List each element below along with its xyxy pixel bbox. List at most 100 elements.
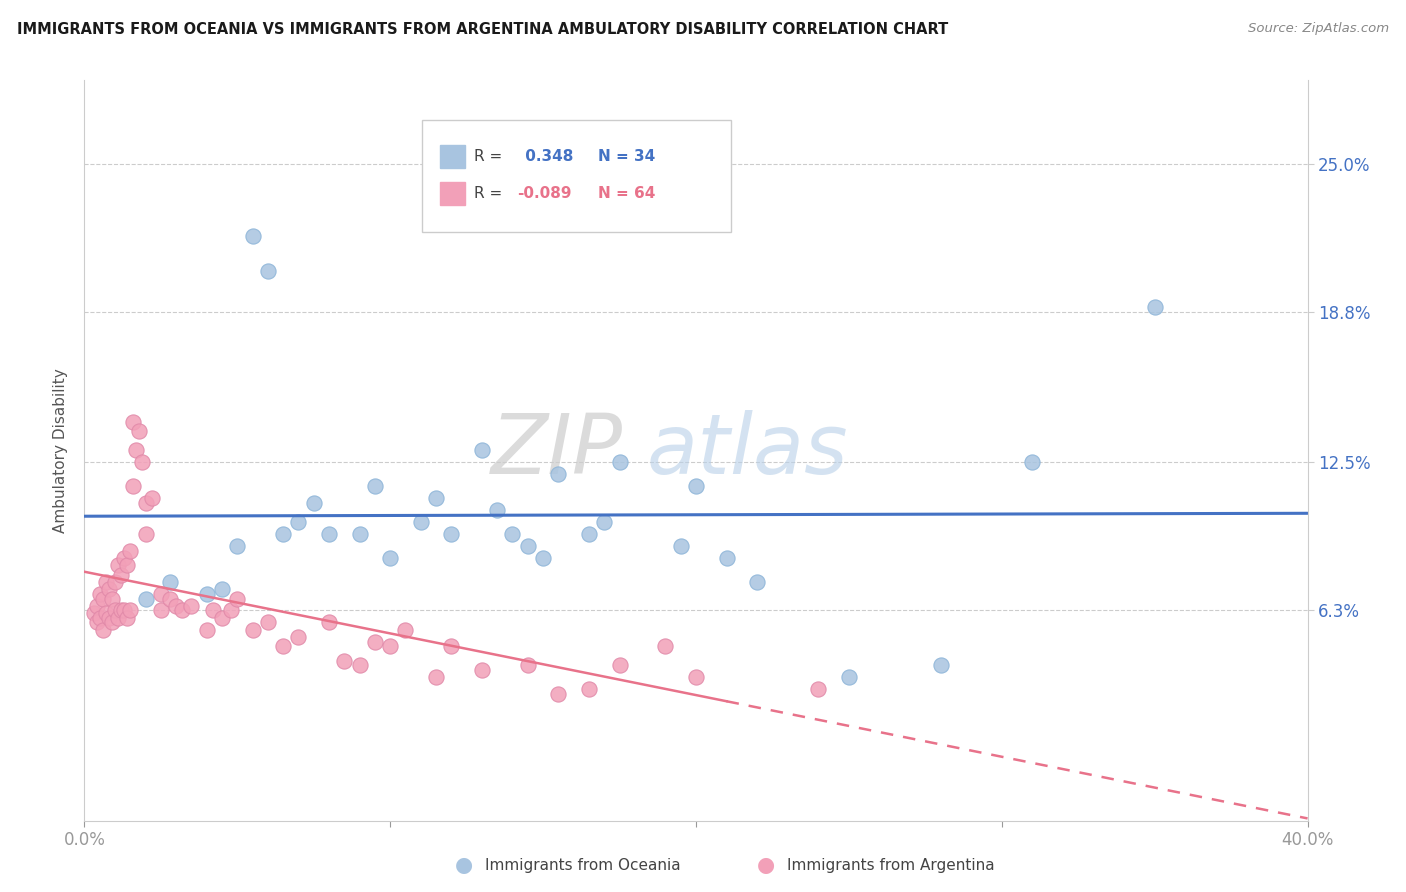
Point [112,550,135,565]
Point [104,603,127,617]
Point [486,503,509,517]
Point [110,567,132,582]
Text: R =: R = [474,149,508,163]
Text: 0.348: 0.348 [520,149,574,163]
Point [135,591,157,606]
Point [120,543,142,558]
Point [838,670,860,684]
Point [333,654,356,668]
Point [669,539,692,553]
Point [531,550,554,565]
Point [97,582,120,596]
Point [211,582,233,596]
Point [165,599,187,613]
Point [440,640,463,654]
Point [716,550,738,565]
Point [125,443,148,458]
Text: IMMIGRANTS FROM OCEANIA VS IMMIGRANTS FROM ARGENTINA AMBULATORY DISABILITY CORRE: IMMIGRANTS FROM OCEANIA VS IMMIGRANTS FR… [17,22,948,37]
Point [242,623,264,637]
Point [609,658,631,673]
Point [107,558,129,573]
Point [287,515,309,529]
Point [364,634,387,648]
Point [318,615,340,630]
Point [425,670,447,684]
Point [471,663,494,677]
Point [89,610,111,624]
Point [195,623,218,637]
Point [94,606,117,620]
Point [747,574,769,589]
Point [578,527,600,541]
Point [685,670,707,684]
Point [131,455,153,469]
Point [349,527,371,541]
Point [226,539,249,553]
Point [159,591,181,606]
Point [226,591,249,606]
Point [364,479,387,493]
Y-axis label: Ambulatory Disability: Ambulatory Disability [53,368,69,533]
Point [380,550,402,565]
Point [101,591,124,606]
Point [440,527,463,541]
Text: R =: R = [474,186,508,201]
Point [91,623,114,637]
Point [83,606,105,620]
Point [159,574,181,589]
Point [271,640,294,654]
Point [271,527,294,541]
Point [201,603,224,617]
Point [471,443,494,458]
Point [112,603,135,617]
Point [141,491,163,506]
Text: ●: ● [456,855,472,875]
Point [89,587,111,601]
Text: atlas: atlas [647,410,849,491]
Point [122,415,145,429]
Point [104,574,127,589]
Point [609,455,631,469]
Point [135,496,157,510]
Point [172,603,194,617]
Point [91,591,114,606]
Point [128,425,150,439]
Point [101,615,124,630]
Point [149,587,172,601]
Point [547,687,569,701]
Point [516,539,538,553]
Point [380,640,402,654]
Point [516,658,538,673]
Text: Immigrants from Oceania: Immigrants from Oceania [485,858,681,872]
Point [425,491,447,506]
Point [807,682,830,697]
Point [195,587,218,601]
Point [149,603,172,617]
Text: N = 64: N = 64 [598,186,655,201]
Point [1021,455,1043,469]
Text: Immigrants from Argentina: Immigrants from Argentina [787,858,995,872]
Point [287,630,309,644]
Point [302,496,325,510]
Point [97,610,120,624]
Point [120,603,142,617]
Point [547,467,569,482]
Point [110,603,132,617]
Point [654,640,676,654]
Point [349,658,371,673]
Point [115,610,138,624]
Point [219,603,242,617]
Text: ZIP: ZIP [491,410,623,491]
Point [115,558,138,573]
Point [257,615,280,630]
Point [685,479,707,493]
Point [257,264,280,278]
Point [242,228,264,243]
Text: N = 34: N = 34 [598,149,655,163]
Point [107,610,129,624]
Point [409,515,432,529]
Point [135,527,157,541]
Text: ●: ● [758,855,775,875]
Point [578,682,600,697]
Point [318,527,340,541]
